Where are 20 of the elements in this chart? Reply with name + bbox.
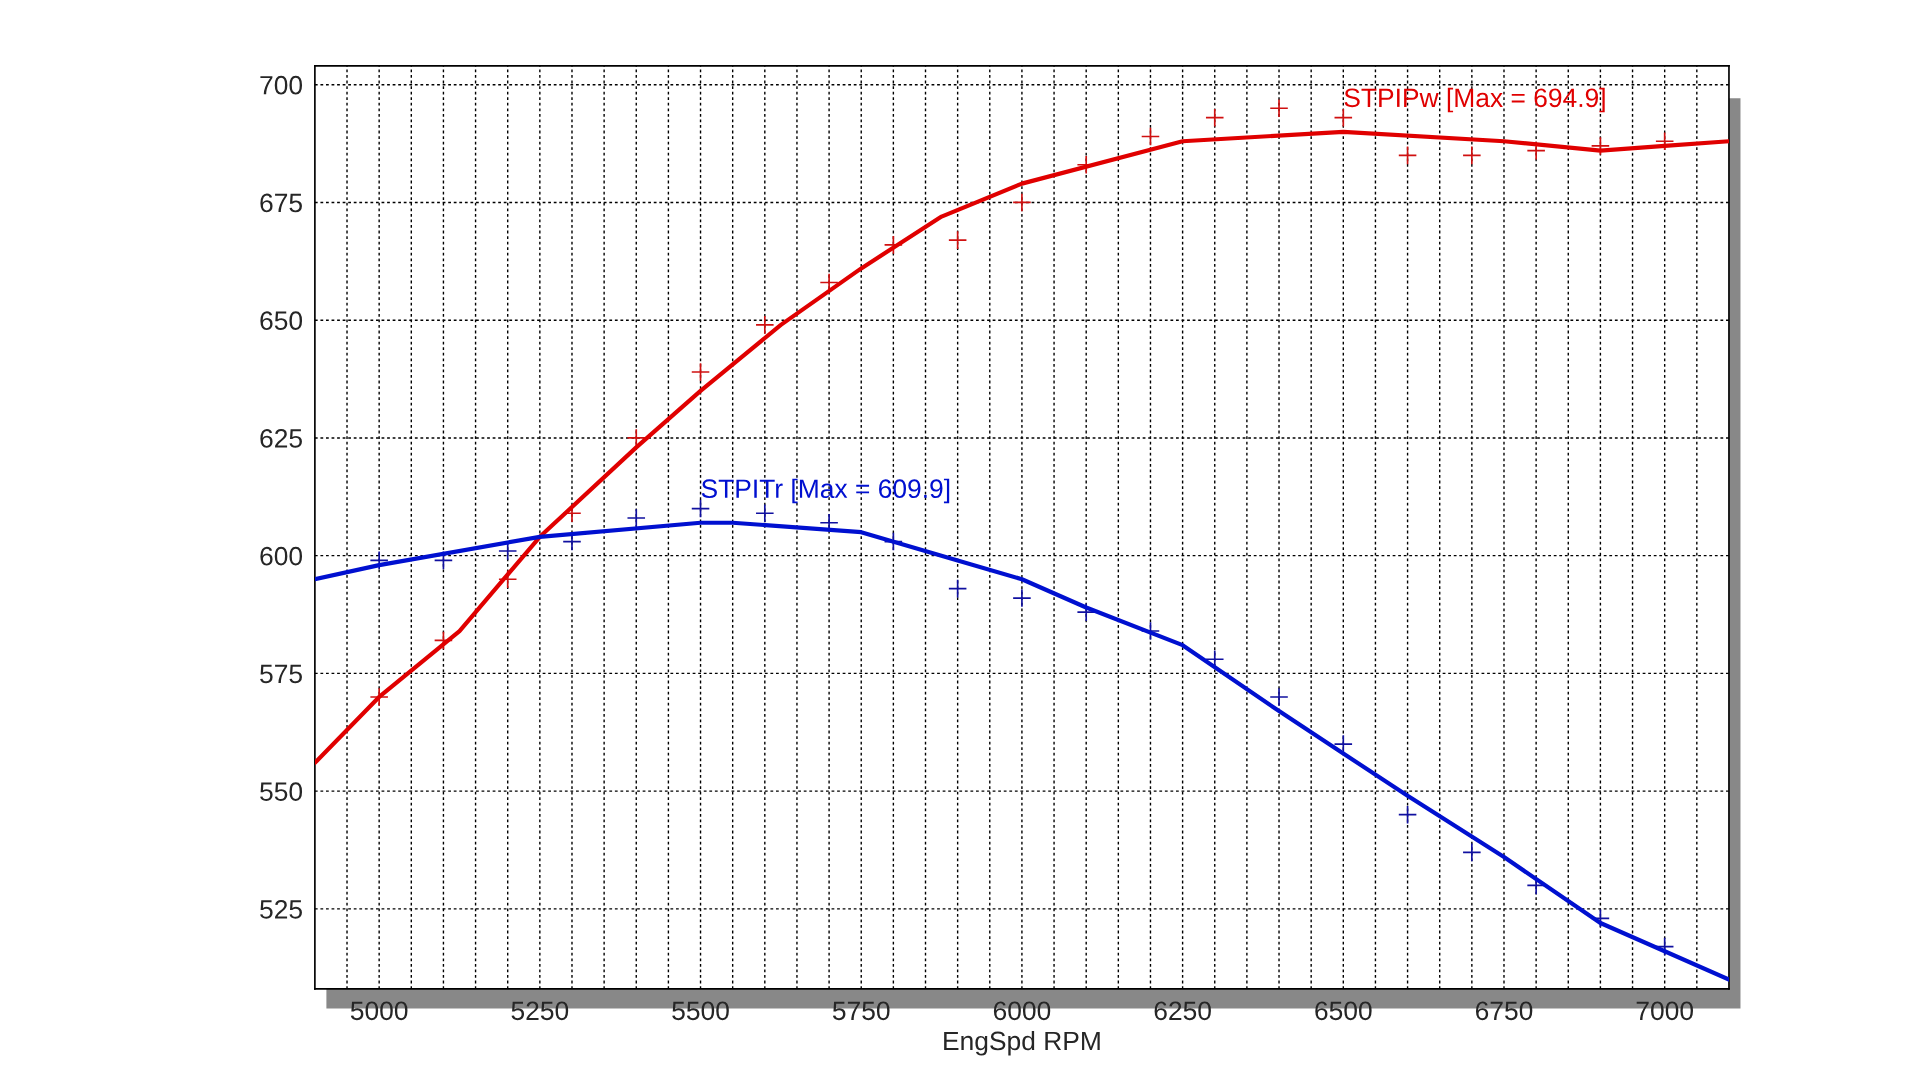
series-label: STPITr [Max = 609.9] <box>701 478 950 504</box>
y-tick-label: 675 <box>260 193 302 213</box>
x-tick-label: 7000 <box>1636 1001 1694 1021</box>
x-tick-label: 5500 <box>672 1001 729 1021</box>
x-axis-title: EngSpd RPM <box>944 1030 1100 1056</box>
x-tick-label: 6250 <box>1154 1001 1211 1021</box>
y-tick-label: 600 <box>260 546 303 566</box>
y-tick-label: 625 <box>260 429 302 448</box>
y-tick-label: 550 <box>260 782 303 801</box>
y-tick-label: 650 <box>260 311 303 331</box>
x-tick-label: 6750 <box>1475 1001 1533 1021</box>
x-tick-label: 5000 <box>350 1001 408 1021</box>
x-tick-label: 5250 <box>511 1001 569 1021</box>
x-tick-label: 5750 <box>832 1001 890 1021</box>
y-tick-label: 525 <box>260 900 302 919</box>
y-tick-label: 700 <box>260 75 303 95</box>
x-tick-label: 6500 <box>1315 1001 1372 1021</box>
series-label: STPIPw [Max = 694.9] <box>1344 87 1605 113</box>
x-tick-label: 6000 <box>993 1001 1051 1021</box>
y-tick-label: 575 <box>260 664 302 684</box>
